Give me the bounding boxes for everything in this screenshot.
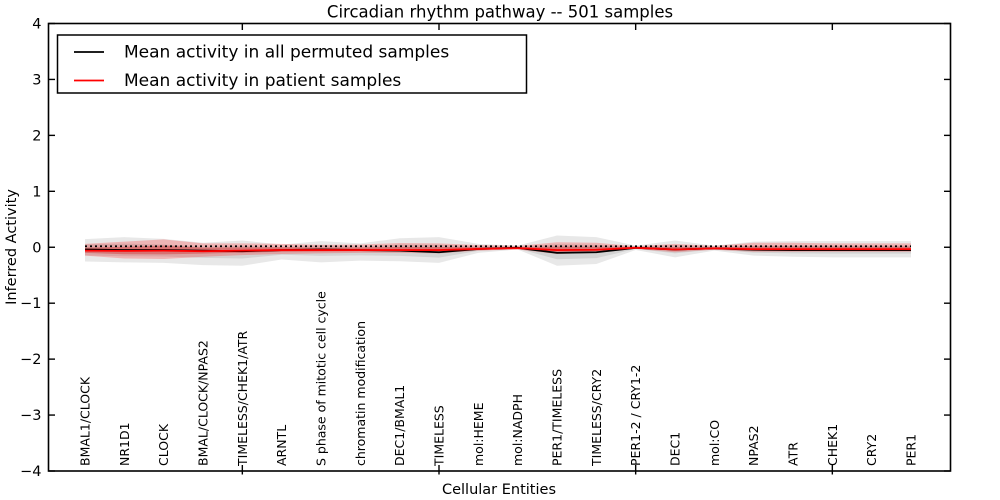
x-category-label: DEC1 (668, 432, 683, 466)
x-category-label: ARNTL (274, 425, 289, 466)
y-tick-label: 2 (32, 128, 41, 144)
legend-label-permuted: Mean activity in all permuted samples (124, 43, 449, 63)
x-category-label: CRY2 (864, 434, 879, 466)
x-category-label: TIMELESS (432, 405, 447, 467)
x-category-label: mol:CO (707, 420, 722, 466)
x-category-label: S phase of mitotic cell cycle (314, 291, 329, 466)
x-category-label: NPAS2 (746, 425, 761, 466)
x-category-label: mol:HEME (471, 402, 486, 466)
plot-area: −4 −3 −2 −1 0 1 2 3 4 BMAL1/CLOCK NR1D1 CLOCK BMAL/C… (20, 17, 952, 480)
x-category-label: TIMELESS/CHEK1/ATR (235, 330, 250, 467)
chart-title: Circadian rhythm pathway -- 501 samples (327, 3, 673, 22)
x-category-label: CHEK1 (825, 424, 840, 466)
x-category-label: NR1D1 (117, 422, 132, 466)
x-axis-label: Cellular Entities (442, 482, 556, 498)
x-category-label: DEC1/BMAL1 (392, 385, 407, 466)
band-permuted-inner (85, 243, 911, 260)
y-tick-label: −4 (20, 464, 41, 480)
legend: Mean activity in all permuted samples Me… (56, 34, 528, 94)
y-tick-label: −2 (20, 352, 41, 368)
x-category-label: mol:NADPH (510, 394, 525, 466)
band-permuted-outer (85, 235, 911, 266)
y-tick-label: −1 (20, 296, 41, 312)
x-category-label: PER1-2 / CRY1-2 (628, 365, 643, 466)
x-category-label: BMAL/CLOCK/NPAS2 (196, 340, 211, 466)
line-patient-mean (84, 246, 911, 253)
legend-box (56, 34, 528, 94)
x-category-label: PER1/TIMELESS (550, 369, 565, 466)
y-tick-label: 4 (32, 17, 41, 33)
x-category-label: BMAL1/CLOCK (78, 376, 93, 466)
y-tick-label: 3 (32, 72, 41, 88)
legend-label-patient: Mean activity in patient samples (124, 71, 401, 91)
x-category-label: ATR (786, 442, 801, 466)
x-category-label: TIMELESS/CRY2 (589, 369, 604, 467)
y-axis-label: Inferred Activity (4, 189, 20, 305)
x-category-label: CLOCK (156, 423, 171, 466)
y-tick-label: 1 (32, 184, 41, 200)
y-tick-label: −3 (20, 408, 41, 424)
y-tick-label: 0 (32, 240, 41, 256)
x-category-label: PER1 (904, 434, 919, 466)
x-category-label: chromatin modification (353, 321, 368, 466)
